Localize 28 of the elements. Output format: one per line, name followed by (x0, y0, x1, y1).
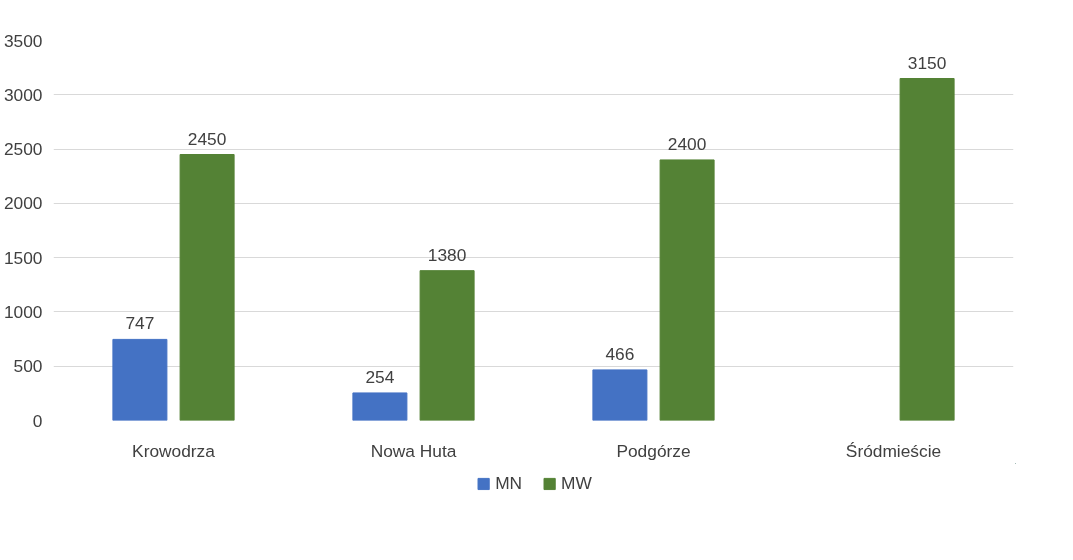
y-tick-label: 2500 (3, 139, 43, 160)
legend-label: MW (561, 472, 592, 494)
data-label: 1380 (427, 244, 467, 265)
x-tick-label: Krowodrza (132, 440, 216, 461)
x-tick-label: Nowa Huta (370, 440, 457, 461)
y-tick-label: 500 (13, 356, 43, 377)
y-tick-label: 3000 (3, 84, 43, 105)
data-label: 2450 (187, 128, 227, 149)
bar (659, 159, 715, 421)
bar (419, 270, 475, 421)
y-tick-label: 0 (32, 410, 43, 431)
data-label: 466 (605, 343, 635, 364)
data-label: 747 (125, 313, 155, 334)
bar (179, 154, 235, 421)
bar (592, 369, 648, 421)
data-label: 3150 (907, 52, 947, 73)
bar (112, 338, 168, 421)
legend-label: MN (495, 472, 523, 494)
bar (899, 78, 955, 421)
y-tick-label: 1500 (3, 247, 43, 268)
data-label: 2400 (667, 133, 707, 154)
y-tick-label: 1000 (3, 301, 43, 322)
y-tick-label: 2000 (3, 193, 43, 214)
x-tick-label: Śródmieście (845, 440, 942, 461)
x-tick-label: Podgórze (616, 440, 691, 461)
bar (352, 392, 408, 421)
data-label: 254 (365, 366, 395, 387)
y-tick-label: 3500 (3, 30, 43, 51)
